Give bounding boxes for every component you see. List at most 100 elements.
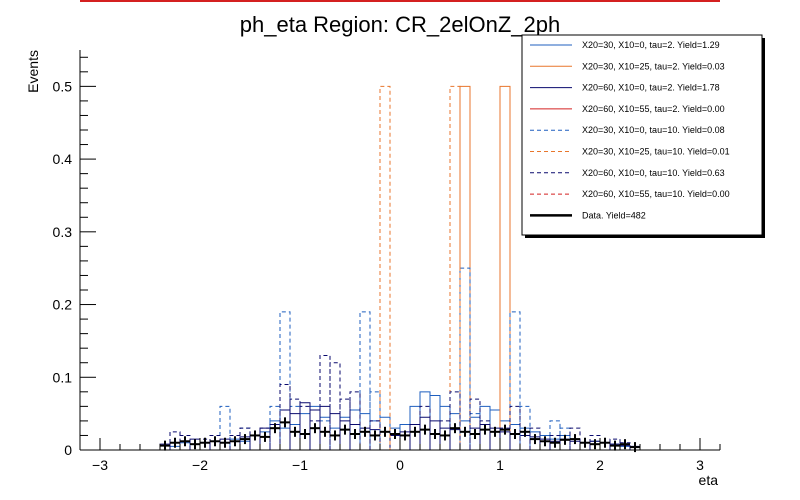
- series-6-bin-6: [259, 427, 271, 450]
- data-point-34: [500, 424, 510, 435]
- y-tick-label-0: 0: [64, 442, 72, 458]
- data-point-25: [410, 426, 420, 437]
- series-4-bin-1: [179, 440, 191, 450]
- axes: −3 −2 −1 0 1 2 3 0 0.1 0.2 0.3 0.4 0.5: [53, 50, 721, 473]
- data-point-16: [320, 426, 330, 437]
- data-point-19: [350, 429, 360, 439]
- series-4-bin-9: [359, 311, 371, 450]
- data-points-layer: [160, 417, 640, 453]
- series-2-bin-12: [279, 409, 291, 450]
- series-6-bin-11: [319, 354, 331, 450]
- data-point-2: [180, 436, 190, 447]
- data-point-43: [590, 439, 600, 450]
- series-0-bin-26: [429, 394, 441, 450]
- data-point-9: [250, 430, 260, 441]
- legend-entry-1: X20=30, X10=25, tau=2. Yield=0.03: [530, 61, 725, 71]
- data-point-10: [260, 431, 270, 442]
- legend-label-3: X20=60, X10=55, tau=2. Yield=0.00: [582, 104, 725, 114]
- series-1-bin-1: [499, 85, 511, 450]
- data-point-46: [620, 439, 630, 450]
- legend-label-7: X20=60, X10=55, tau=10. Yield=0.00: [582, 189, 730, 199]
- x-tick-label-0: −3: [92, 457, 108, 473]
- series-5: [379, 85, 461, 450]
- x-tick-label-3: 0: [396, 457, 404, 473]
- data-point-12: [280, 417, 290, 428]
- series-6-bin-19: [469, 398, 481, 450]
- legend-label-4: X20=30, X10=0, tau=10. Yield=0.08: [582, 125, 725, 135]
- data-point-31: [470, 429, 480, 439]
- data-point-29: [450, 423, 460, 434]
- data-point-13: [290, 426, 300, 437]
- data-point-35: [510, 429, 520, 439]
- data-point-6: [220, 437, 230, 448]
- legend-label-0: X20=30, X10=0, tau=2. Yield=1.29: [582, 40, 720, 50]
- data-point-36: [520, 426, 530, 437]
- series-6-bin-14: [349, 391, 361, 450]
- y-axis-label: Events: [25, 50, 41, 93]
- data-point-33: [490, 426, 500, 437]
- data-point-4: [200, 437, 210, 448]
- data-point-26: [420, 424, 430, 435]
- legend-label-5: X20=30, X10=25, tau=10. Yield=0.01: [582, 147, 730, 157]
- y-tick-label-2: 0.2: [53, 297, 73, 313]
- legend-label-8: Data. Yield=482: [582, 210, 646, 220]
- data-point-37: [530, 434, 540, 445]
- data-point-17: [330, 430, 340, 441]
- data-point-18: [340, 424, 350, 435]
- y-tick-label-3: 0.3: [53, 224, 73, 240]
- data-point-40: [560, 434, 570, 445]
- data-point-42: [580, 437, 590, 448]
- legend-label-2: X20=60, X10=0, tau=2. Yield=1.78: [582, 83, 720, 93]
- data-point-7: [230, 436, 240, 447]
- legend-entry-7: X20=60, X10=55, tau=10. Yield=0.00: [530, 189, 730, 199]
- data-point-38: [540, 436, 550, 447]
- series-6-bin-16: [419, 405, 431, 450]
- data-point-30: [460, 426, 470, 437]
- data-point-47: [630, 442, 640, 453]
- series-4-bin-6: [279, 311, 291, 450]
- series-0-bin-25: [419, 391, 431, 450]
- legend-label-1: X20=30, X10=25, tau=2. Yield=0.03: [582, 61, 725, 71]
- legend-entry-2: X20=60, X10=0, tau=2. Yield=1.78: [530, 83, 720, 93]
- legend-entry-4: X20=30, X10=0, tau=10. Yield=0.08: [530, 125, 725, 135]
- data-point-45: [610, 440, 620, 451]
- data-point-8: [240, 434, 250, 445]
- data-point-20: [360, 426, 370, 437]
- series-6-bin-20: [479, 420, 491, 450]
- y-tick-label-5: 0.5: [53, 78, 73, 94]
- legend-entry-0: X20=30, X10=0, tau=2. Yield=1.29: [530, 40, 720, 50]
- x-tick-label-6: 3: [696, 457, 704, 473]
- data-point-3: [190, 439, 200, 450]
- series-4-bin-11: [459, 267, 471, 450]
- data-point-24: [400, 430, 410, 441]
- data-point-28: [440, 430, 450, 441]
- data-point-32: [480, 424, 490, 435]
- x-axis-label: eta: [699, 472, 719, 488]
- series-6-bin-13: [339, 398, 351, 450]
- data-point-14: [300, 429, 310, 439]
- y-tick-label-4: 0.4: [53, 151, 73, 167]
- data-point-0: [160, 440, 170, 451]
- chart-title: ph_eta Region: CR_2elOnZ_2ph: [240, 12, 560, 37]
- legend-entry-8: Data. Yield=482: [530, 210, 646, 220]
- x-tick-label-5: 2: [596, 457, 604, 473]
- series-4-bin-14: [519, 405, 531, 450]
- legend: X20=30, X10=0, tau=2. Yield=1.29 X20=30, …: [521, 34, 765, 238]
- x-tick-label-1: −2: [192, 457, 208, 473]
- legend-box: [521, 34, 763, 236]
- legend-entry-5: X20=30, X10=25, tau=10. Yield=0.01: [530, 147, 730, 157]
- series-5-bin-0: [379, 85, 391, 450]
- data-point-27: [430, 429, 440, 439]
- series-6-bin-9: [299, 405, 311, 450]
- series-6-bin-10: [309, 420, 321, 450]
- legend-label-6: X20=60, X10=0, tau=10. Yield=0.63: [582, 168, 725, 178]
- data-point-23: [390, 429, 400, 439]
- series-4-bin-13: [509, 311, 521, 450]
- series-0-bin-11: [279, 427, 291, 450]
- legend-entry-3: X20=60, X10=55, tau=2. Yield=0.00: [530, 104, 725, 114]
- data-point-21: [370, 430, 380, 441]
- series-5-bin-1: [449, 85, 461, 450]
- series-6-bin-22: [509, 405, 521, 450]
- series-2-bin-36: [519, 434, 531, 450]
